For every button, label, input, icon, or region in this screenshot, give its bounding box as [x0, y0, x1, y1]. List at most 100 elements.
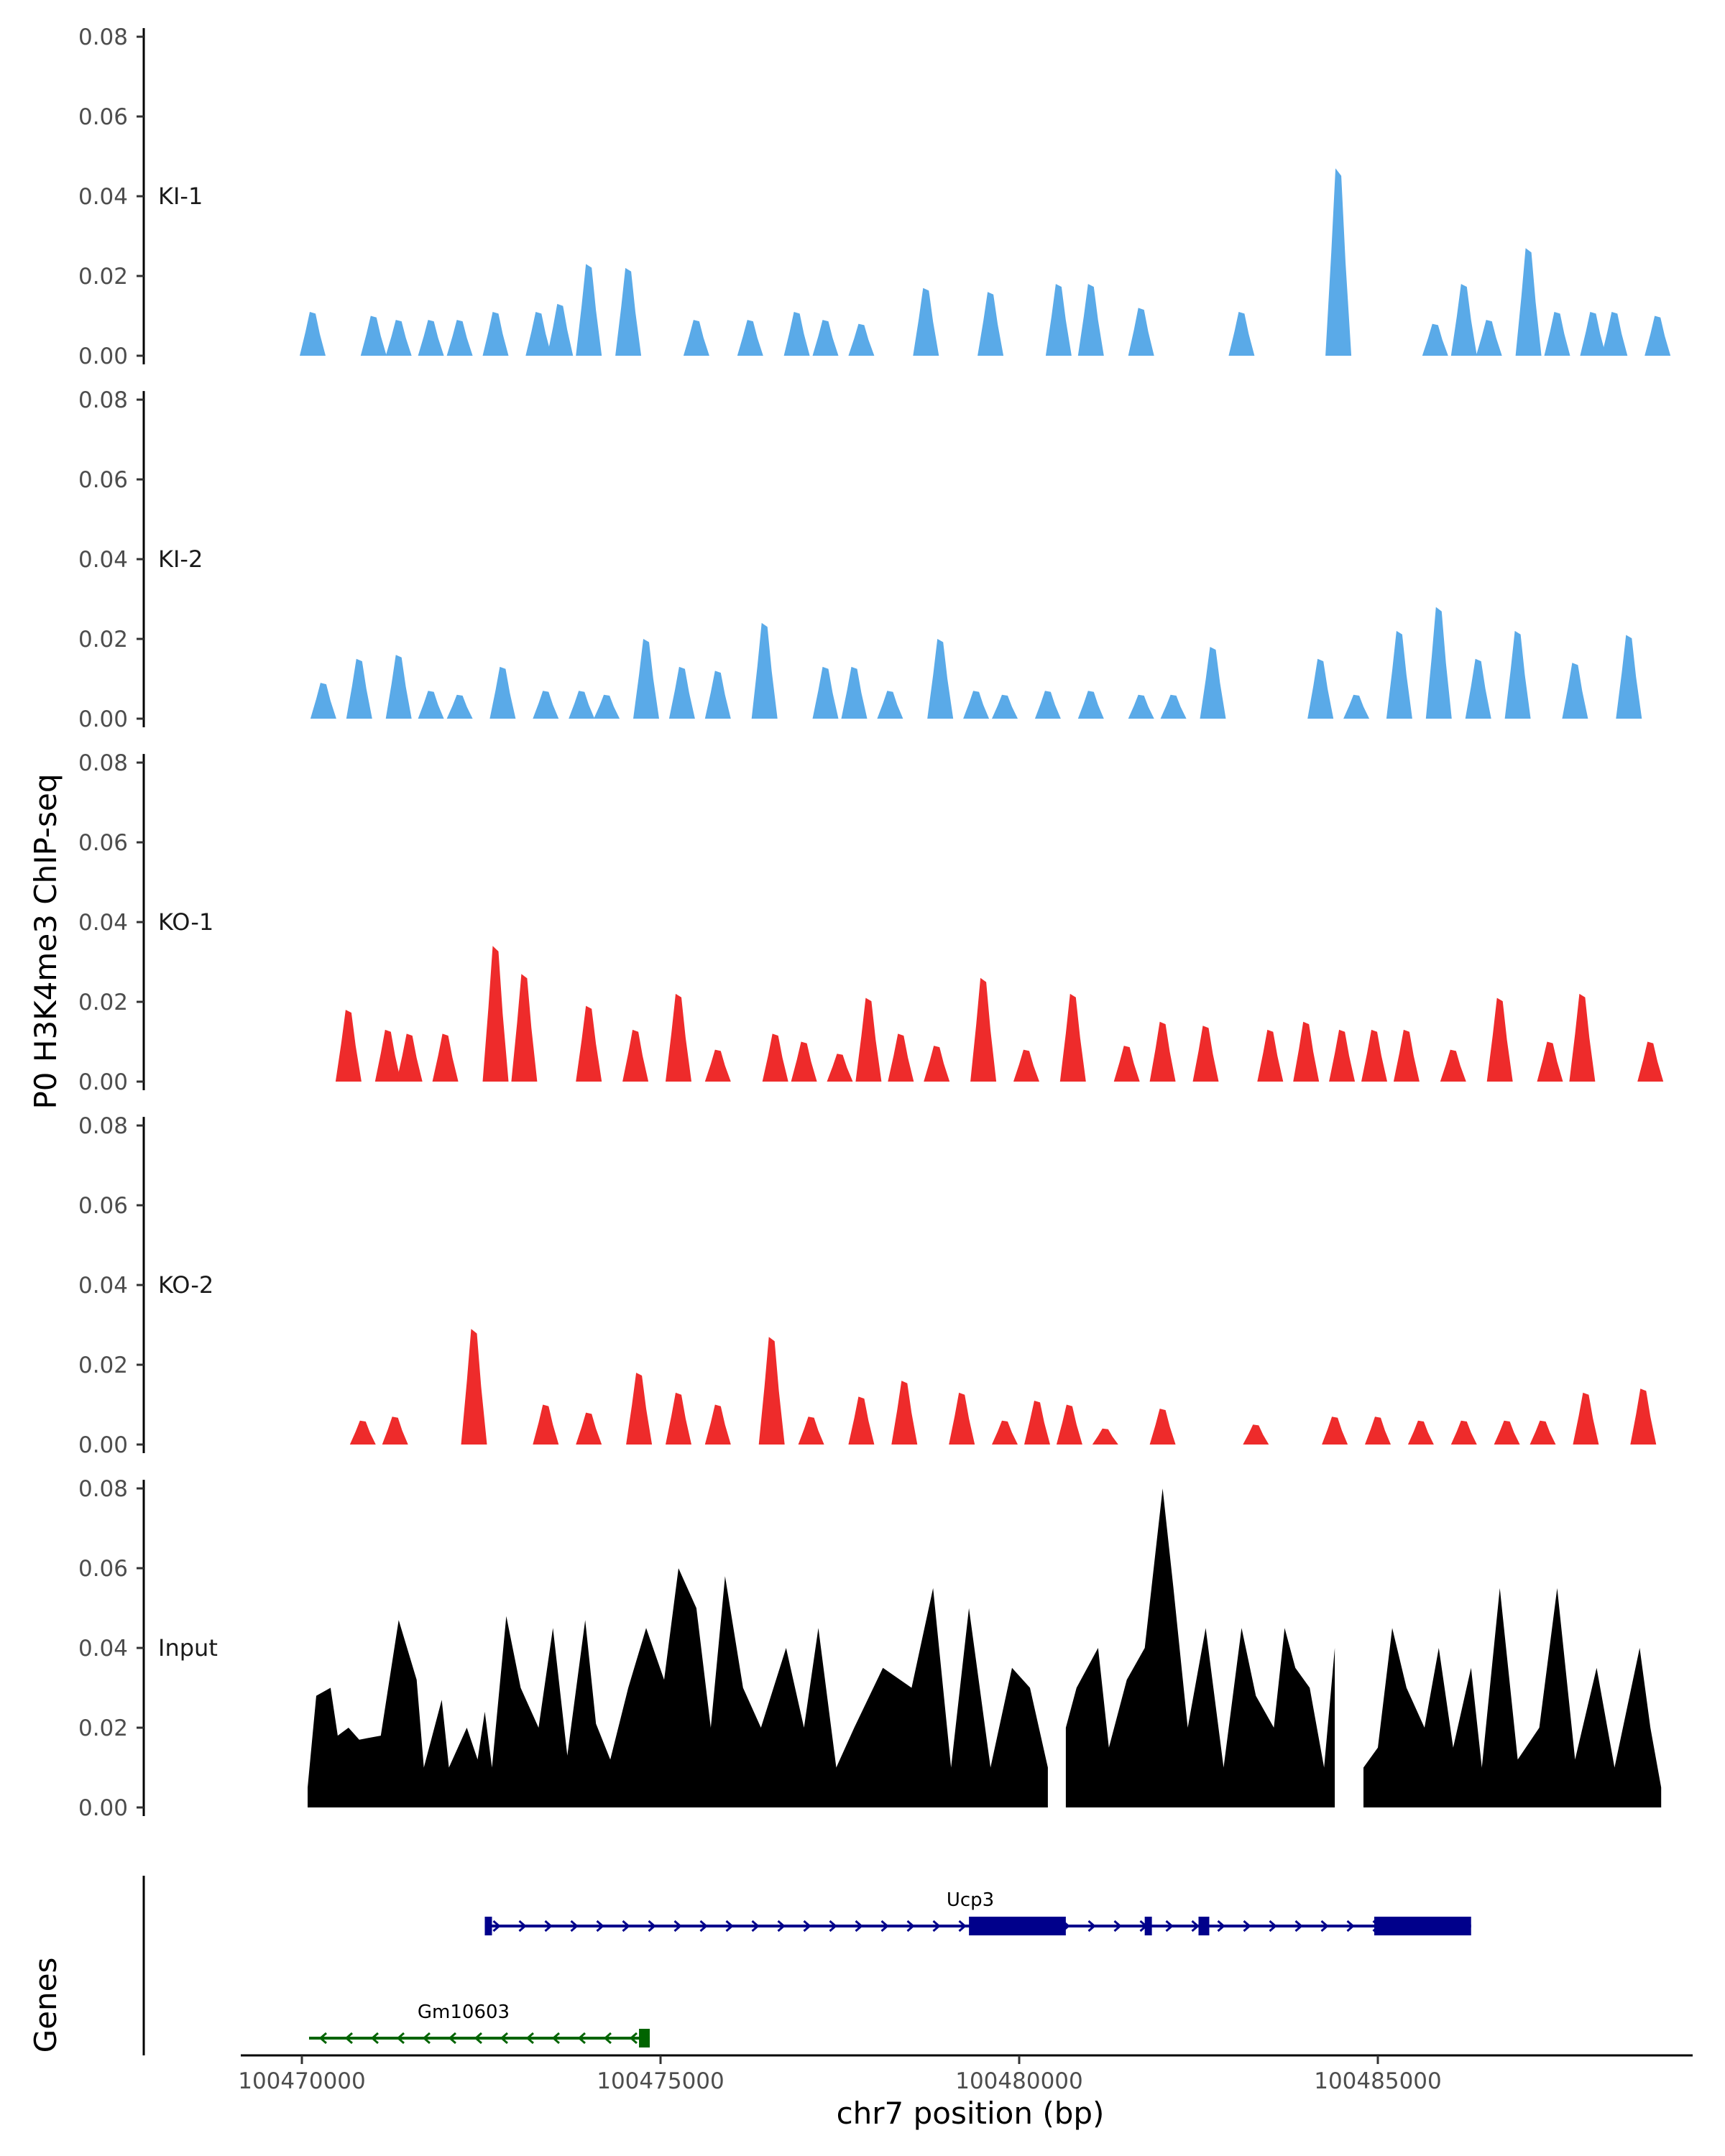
y-tick-label-ki-1: 0.02	[78, 264, 128, 290]
x-tick-label: 100475000	[597, 2068, 724, 2094]
strand-arrow-ucp3	[725, 1920, 734, 1932]
peak-ki-2	[963, 691, 990, 719]
peak-ko-2	[1322, 1416, 1348, 1445]
peak-ko-1	[762, 1033, 788, 1082]
peak-ko-1	[511, 974, 538, 1082]
x-axis-title: chr7 position (bp)	[837, 2096, 1105, 2131]
peak-ko-2	[1149, 1409, 1176, 1445]
strand-arrow-gm10603	[629, 2032, 638, 2045]
y-tick-label-ki-2: 0.00	[78, 706, 128, 732]
strand-arrow-ucp3	[518, 1920, 527, 1932]
peak-ki-2	[533, 691, 559, 719]
peak-ko-2	[1407, 1420, 1434, 1445]
peak-ki-1	[418, 320, 444, 356]
peak-ko-1	[1013, 1049, 1039, 1082]
peak-ki-1	[446, 320, 473, 356]
peak-ki-1	[1544, 312, 1570, 356]
exon-ucp3	[969, 1917, 1066, 1935]
strand-arrow-gm10603	[422, 2032, 431, 2045]
y-tick-label-input: 0.02	[78, 1715, 128, 1741]
peak-ki-2	[1307, 658, 1334, 719]
y-tick-label-ko-2: 0.06	[78, 1193, 128, 1219]
strand-arrow-gm10603	[396, 2032, 405, 2045]
peak-ko-1	[827, 1054, 853, 1082]
peak-ki-2	[346, 658, 372, 719]
peak-ki-1	[1515, 248, 1542, 356]
peak-ko-1	[666, 993, 691, 1082]
y-tick-label-ki-1: 0.00	[78, 344, 128, 369]
gene-gm10603: Gm10603	[308, 2001, 650, 2047]
strand-arrow-gm10603	[500, 2032, 508, 2045]
peak-ko-2	[798, 1416, 824, 1445]
y-tick-label-ki-1: 0.06	[78, 104, 128, 130]
peak-ko-2	[1056, 1404, 1082, 1445]
peak-ko-1	[791, 1041, 817, 1082]
y-tick-label-input: 0.04	[78, 1636, 128, 1662]
peak-ki-1	[615, 267, 642, 356]
y-tick-label-ko-1: 0.08	[78, 750, 128, 776]
strand-arrow-ucp3	[855, 1920, 863, 1932]
peak-ki-1	[783, 312, 810, 356]
track-panel-ko-1: 0.00 0.02 0.04 0.06 0.08 KO-1	[78, 750, 1664, 1095]
peak-ki-2	[594, 694, 620, 719]
peak-ko-2	[626, 1373, 653, 1445]
peak-ki-2	[812, 666, 839, 719]
peak-ko-2	[949, 1392, 975, 1445]
peak-ki-2	[489, 666, 516, 719]
y-tick-label-ko-1: 0.04	[78, 910, 128, 936]
strand-arrow-gm10603	[448, 2032, 456, 2045]
exon-ucp3	[1198, 1917, 1210, 1935]
strand-arrow-ucp3	[906, 1920, 915, 1932]
peak-ko-1	[970, 977, 997, 1082]
strand-arrow-ucp3	[492, 1920, 501, 1932]
peak-ki-1	[385, 320, 412, 356]
track-panel-ki-1: 0.00 0.02 0.04 0.06 0.08 KI-1	[78, 24, 1671, 369]
strand-arrow-ucp3	[958, 1920, 967, 1932]
peak-ki-1	[360, 315, 387, 356]
strand-arrow-ucp3	[880, 1920, 889, 1932]
peak-ko-1	[1192, 1026, 1219, 1082]
strand-arrow-ucp3	[544, 1920, 553, 1932]
gene-label-ucp3: Ucp3	[947, 1889, 994, 1911]
peak-ko-2	[1573, 1392, 1599, 1445]
peak-ko-1	[1361, 1029, 1387, 1082]
peak-ko-1	[1149, 1021, 1176, 1082]
peak-ki-1	[848, 323, 875, 356]
peak-ko-1	[576, 1005, 602, 1082]
peak-ko-1	[924, 1046, 950, 1082]
x-axis: 100470000 100475000 100480000 100485000	[238, 2054, 1693, 2094]
peak-ki-1	[812, 320, 839, 356]
peak-ko-2	[1092, 1428, 1118, 1445]
track-panel-input: 0.00 0.02 0.04 0.06 0.08 Input	[78, 1476, 1662, 1821]
peak-ki-1	[1450, 284, 1477, 356]
strand-arrow-ucp3	[1243, 1920, 1251, 1932]
peak-ki-1	[482, 312, 509, 356]
gene-label-gm10603: Gm10603	[418, 2001, 510, 2023]
strand-arrow-gm10603	[370, 2032, 379, 2045]
peak-ki-1	[978, 292, 1004, 356]
strand-arrow-ucp3	[1294, 1920, 1303, 1932]
strand-arrow-ucp3	[777, 1920, 786, 1932]
peak-ko-1	[1537, 1041, 1563, 1082]
peak-ki-1	[1580, 312, 1606, 356]
strand-arrow-ucp3	[1217, 1920, 1225, 1932]
peak-ko-2	[533, 1404, 559, 1445]
peak-ko-1	[396, 1033, 423, 1082]
strand-arrow-gm10603	[603, 2032, 612, 2045]
y-tick-label-ko-2: 0.04	[78, 1273, 128, 1299]
peak-ki-2	[877, 691, 903, 719]
peak-ki-1	[1644, 315, 1671, 356]
peak-ki-2	[1616, 635, 1642, 719]
strand-arrow-ucp3	[829, 1920, 837, 1932]
peak-ki-1	[547, 303, 574, 356]
strand-arrow-ucp3	[1165, 1920, 1174, 1932]
y-tick-label-ko-1: 0.06	[78, 830, 128, 856]
peak-ko-2	[1024, 1401, 1050, 1445]
exon-ucp3	[484, 1917, 492, 1935]
x-tick-label: 100480000	[955, 2068, 1083, 2094]
strand-arrow-ucp3	[648, 1920, 656, 1932]
peak-ko-1	[704, 1049, 731, 1082]
peak-ko-2	[1365, 1416, 1391, 1445]
strand-arrow-gm10603	[474, 2032, 482, 2045]
y-tick-label-ko-2: 0.08	[78, 1113, 128, 1139]
